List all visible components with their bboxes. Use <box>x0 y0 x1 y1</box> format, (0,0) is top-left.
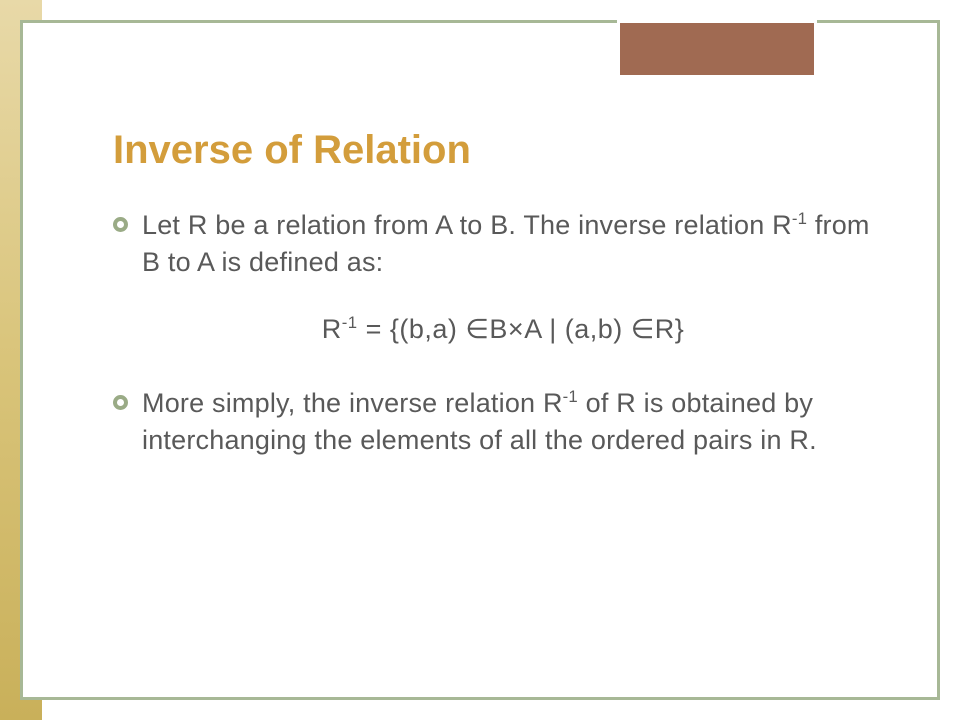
superscript: -1 <box>563 387 578 406</box>
bullet-text-2: More simply, the inverse relation R-1 of… <box>142 385 893 460</box>
text-run: R <box>322 314 342 344</box>
bullet-ring-icon <box>113 395 128 410</box>
formula-line: R-1 = {(b,a) ∈B×A | (a,b) ∈R} <box>113 314 893 345</box>
text-run: Let R be a relation from A to B. The inv… <box>142 210 792 240</box>
slide-title: Inverse of Relation <box>113 128 893 173</box>
text-run: More simply, the inverse relation R <box>142 388 563 418</box>
bullet-item-2: More simply, the inverse relation R-1 of… <box>113 385 893 460</box>
slide-content: Inverse of Relation Let R be a relation … <box>113 128 893 467</box>
slide-frame: Inverse of Relation Let R be a relation … <box>20 20 940 700</box>
bullet-item-1: Let R be a relation from A to B. The inv… <box>113 207 893 282</box>
superscript: -1 <box>792 209 807 228</box>
bullet-ring-icon <box>113 217 128 232</box>
bullet-text-1: Let R be a relation from A to B. The inv… <box>142 207 893 282</box>
superscript: -1 <box>342 313 358 332</box>
text-run: = {(b,a) ∈B×A | (a,b) ∈R} <box>358 314 685 344</box>
accent-brown-box <box>617 20 817 78</box>
